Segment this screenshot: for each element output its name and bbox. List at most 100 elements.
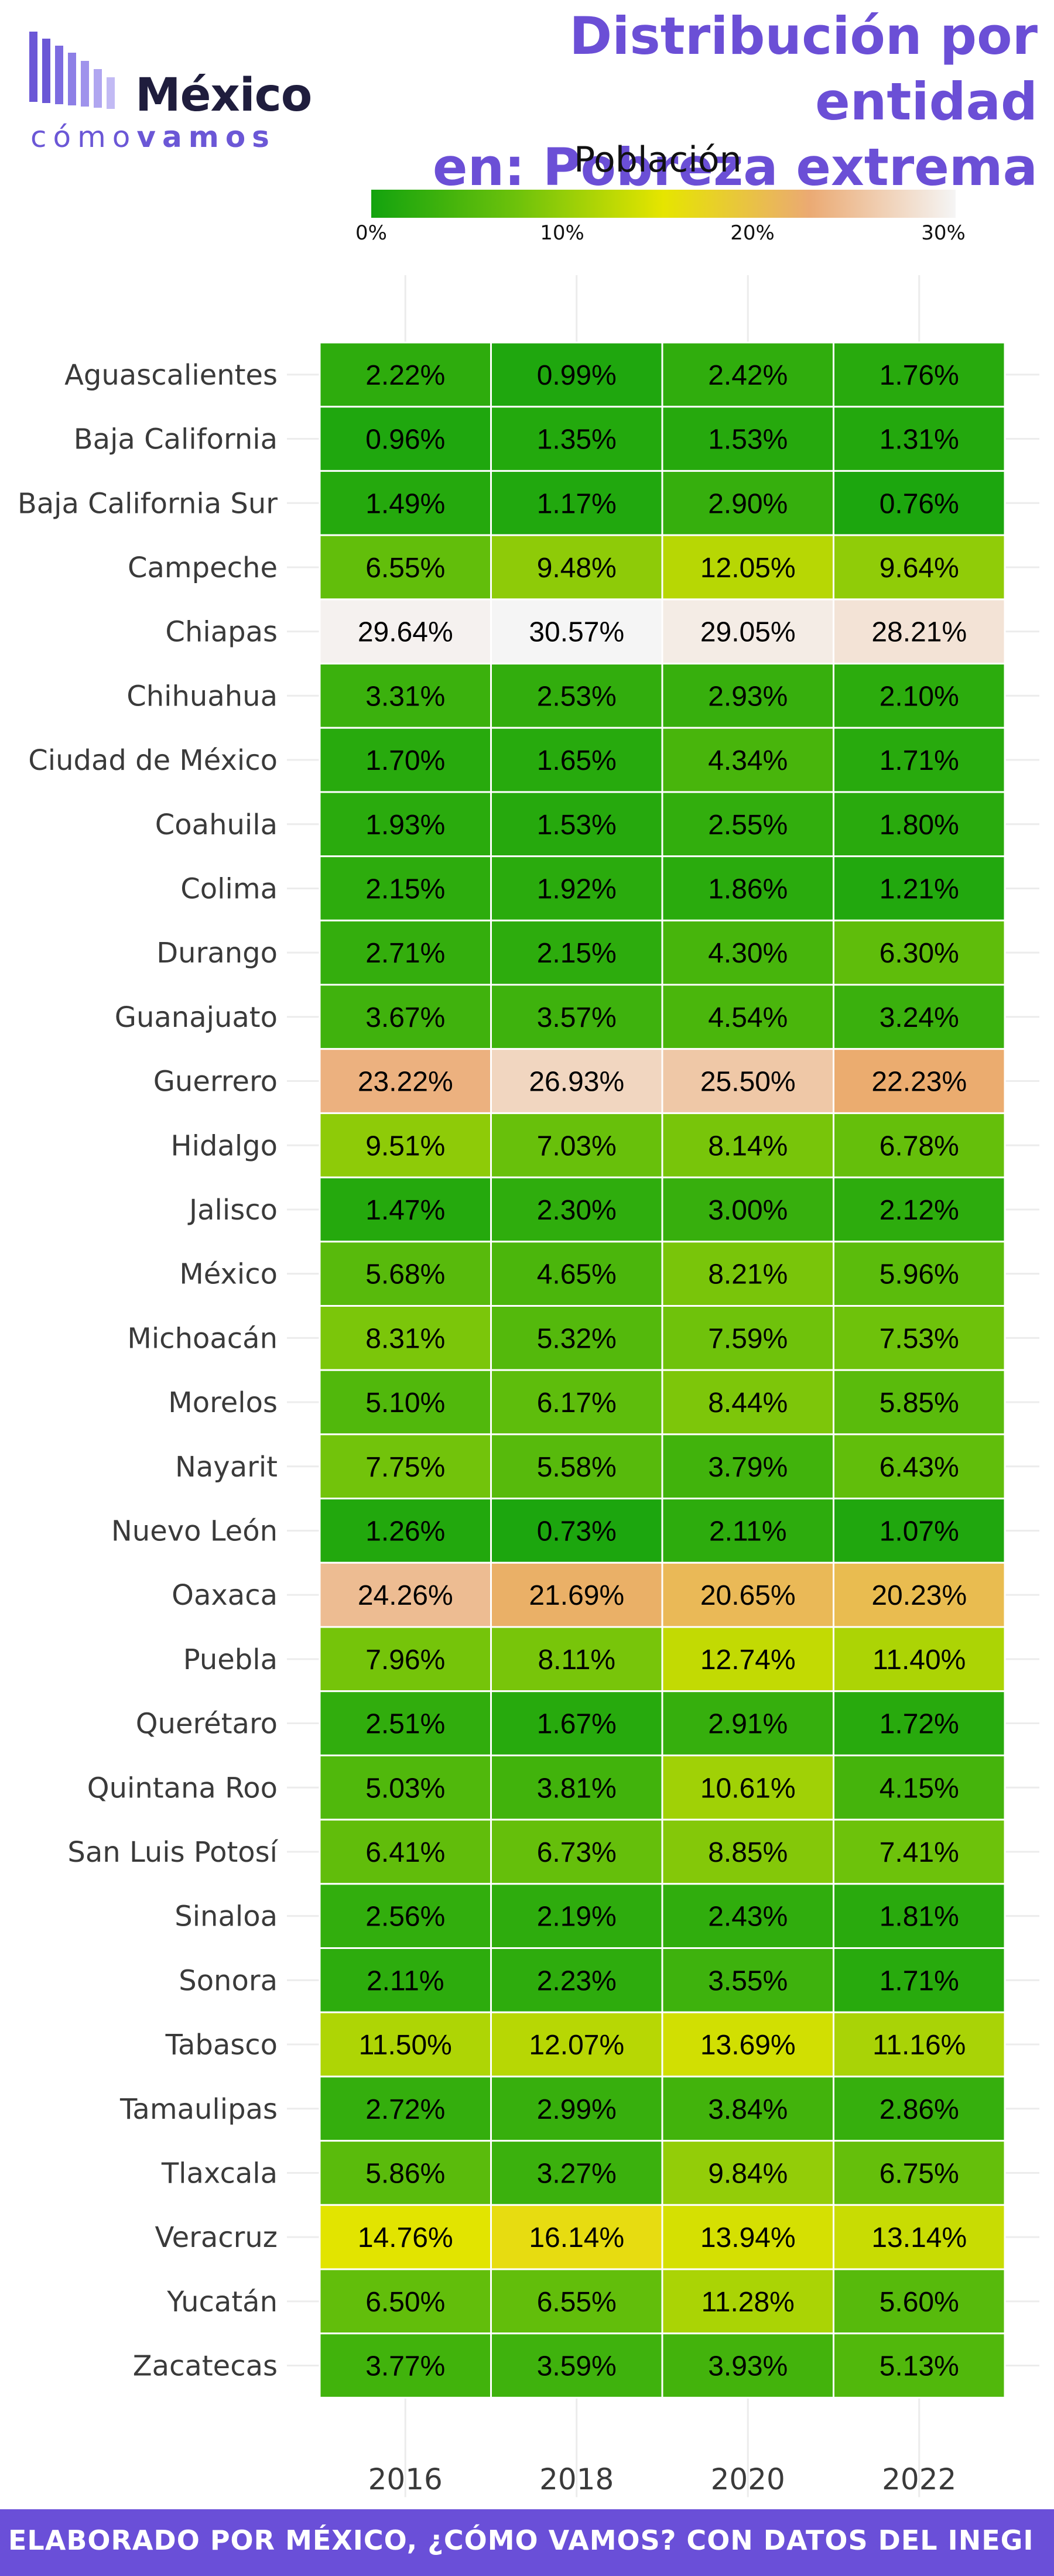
- cell-value-label: 8.21%: [708, 1259, 788, 1290]
- cell-value-label: 4.15%: [880, 1773, 959, 1804]
- cell-value-label: 8.14%: [708, 1131, 788, 1162]
- cell-value-label: 10.61%: [700, 1773, 796, 1804]
- heatmap-cell: [319, 727, 492, 793]
- y-tick-label: Nayarit: [175, 1451, 278, 1484]
- heatmap-cell: [319, 406, 492, 472]
- cell-value-label: 9.48%: [537, 553, 617, 584]
- y-tick-label: Colima: [180, 872, 278, 905]
- cell-value-label: 3.55%: [708, 1965, 788, 1996]
- cell-value-label: 21.69%: [529, 1580, 624, 1611]
- y-tick-label: Hidalgo: [171, 1129, 278, 1162]
- heatmap-cell: [833, 1754, 1006, 1821]
- heatmap-cell: [319, 1883, 492, 1950]
- heatmap-cell: [319, 1561, 492, 1628]
- heatmap-cell: [319, 341, 492, 408]
- legend-tick-label: 0%: [355, 221, 387, 245]
- heatmap-cell: [319, 2268, 492, 2335]
- cell-value-label: 1.71%: [880, 745, 959, 776]
- heatmap-cell: [661, 2204, 834, 2270]
- y-tick-label: Baja California: [74, 423, 278, 456]
- cell-value-label: 6.17%: [537, 1388, 617, 1419]
- cell-value-label: 5.60%: [880, 2287, 959, 2318]
- cell-value-label: 29.05%: [700, 617, 796, 648]
- cell-value-label: 6.78%: [880, 1131, 959, 1162]
- cell-value-label: 2.19%: [537, 1902, 617, 1933]
- y-tick-label: Michoacán: [127, 1322, 278, 1355]
- cell-value-label: 2.43%: [708, 1902, 788, 1933]
- heatmap-cell: [833, 598, 1006, 664]
- cell-value-label: 13.14%: [871, 2222, 967, 2253]
- cell-value-label: 1.35%: [537, 424, 617, 455]
- heatmap-cell: [833, 919, 1006, 986]
- x-tick-label: 2020: [711, 2462, 785, 2496]
- cell-value-label: 2.91%: [708, 1709, 788, 1740]
- cell-value-label: 8.31%: [365, 1323, 445, 1354]
- heatmap-cell: [661, 1498, 834, 1564]
- y-tick-label: Durango: [156, 937, 278, 970]
- heatmap-cell: [319, 2011, 492, 2078]
- cell-value-label: 2.11%: [367, 1965, 444, 1996]
- heatmap-cell: [661, 727, 834, 793]
- logo: México cómovamos: [27, 23, 312, 154]
- cell-value-label: 5.68%: [365, 1259, 445, 1290]
- y-tick-label: Campeche: [128, 551, 278, 584]
- cell-value-label: 14.76%: [358, 2222, 453, 2253]
- heatmap-cell: [490, 470, 663, 536]
- y-tick-label: Morelos: [168, 1386, 278, 1419]
- cell-value-label: 2.15%: [365, 873, 445, 905]
- cell-value-label: 1.21%: [880, 873, 959, 905]
- cell-value-label: 5.86%: [365, 2158, 445, 2189]
- cell-value-label: 7.03%: [537, 1131, 617, 1162]
- cell-value-label: 8.44%: [708, 1388, 788, 1419]
- y-tick-label: Baja California Sur: [18, 487, 278, 520]
- cell-value-label: 9.64%: [880, 553, 959, 584]
- legend-tick-label: 10%: [540, 221, 584, 245]
- heatmap-cell: [319, 2332, 492, 2399]
- cell-value-label: 1.47%: [365, 1195, 445, 1226]
- legend-tick-label: 20%: [730, 221, 775, 245]
- cell-value-label: 4.65%: [537, 1259, 617, 1290]
- cell-value-label: 6.50%: [365, 2287, 445, 2318]
- heatmap-cell: [661, 1883, 834, 1950]
- cell-value-label: 20.65%: [700, 1580, 796, 1611]
- y-tick-label: Yucatán: [166, 2286, 278, 2318]
- heatmap-cell: [490, 1112, 663, 1179]
- heatmap-cell: [319, 1626, 492, 1693]
- heatmap-cell: [319, 791, 492, 858]
- cell-value-label: 3.81%: [537, 1773, 617, 1804]
- x-tick-label: 2018: [539, 2462, 614, 2496]
- cell-value-label: 1.17%: [537, 488, 617, 519]
- cell-value-label: 2.42%: [708, 360, 788, 391]
- cell-value-label: 3.27%: [537, 2158, 617, 2189]
- cell-value-label: 26.93%: [529, 1067, 624, 1098]
- heatmap-cell: [833, 2140, 1006, 2206]
- heatmap-cell: [661, 1048, 834, 1114]
- y-tick-label: México: [179, 1258, 278, 1291]
- cell-value-label: 0.96%: [365, 424, 445, 455]
- y-tick-label: Nuevo León: [111, 1515, 278, 1547]
- x-tick-label: 2016: [368, 2462, 443, 2496]
- cell-value-label: 4.34%: [708, 745, 788, 776]
- cell-value-label: 1.92%: [537, 873, 617, 905]
- heatmap-cell: [661, 534, 834, 601]
- heatmap-cell: [661, 663, 834, 729]
- cell-value-label: 5.32%: [537, 1323, 617, 1354]
- cell-value-label: 2.53%: [537, 681, 617, 712]
- heatmap-cell: [833, 727, 1006, 793]
- cell-value-label: 8.11%: [538, 1645, 615, 1676]
- cell-value-label: 1.76%: [880, 360, 959, 391]
- heatmap-cell: [661, 1112, 834, 1179]
- heatmap-cell: [490, 1690, 663, 1756]
- heatmap-cell: [490, 1433, 663, 1500]
- legend-colorbar: [371, 190, 956, 218]
- cell-value-label: 6.75%: [880, 2158, 959, 2189]
- y-tick-label: Puebla: [183, 1643, 278, 1676]
- heatmap-cell: [319, 1754, 492, 1821]
- cell-value-label: 3.00%: [708, 1195, 788, 1226]
- cell-value-label: 3.77%: [365, 2351, 445, 2382]
- heatmap-cell: [833, 470, 1006, 536]
- heatmap-cell: [319, 1369, 492, 1436]
- cell-value-label: 1.86%: [708, 873, 788, 905]
- heatmap-cell: [661, 1305, 834, 1371]
- heatmap-cell: [833, 984, 1006, 1050]
